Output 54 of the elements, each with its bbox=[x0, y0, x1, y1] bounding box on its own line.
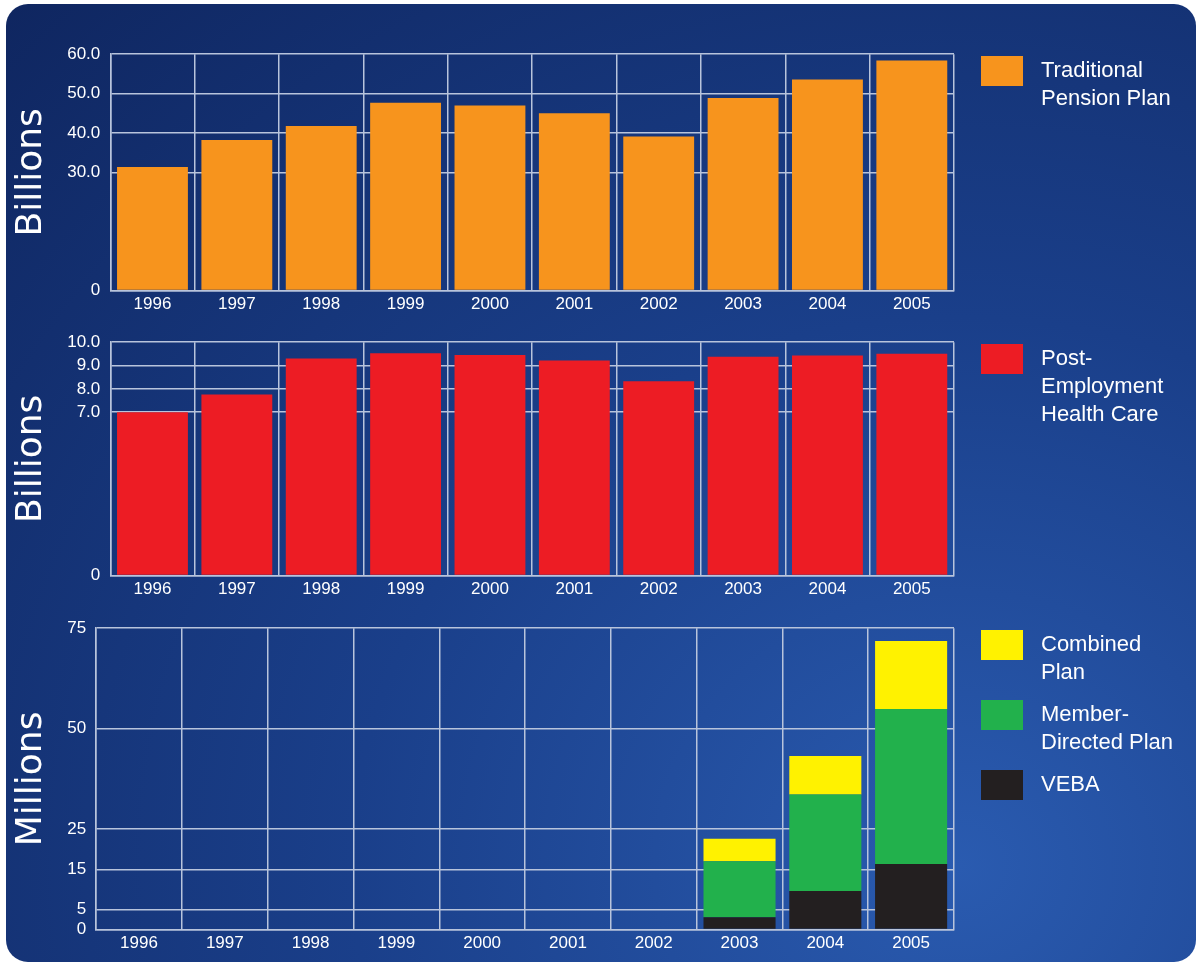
x-tick-label: 2005 bbox=[892, 933, 931, 953]
y-axis-title: Billions bbox=[7, 108, 49, 237]
x-tick-label: 2005 bbox=[892, 579, 931, 599]
y-tick-label: 30.0 bbox=[67, 162, 101, 182]
y-tick-label: 0 bbox=[76, 919, 87, 939]
x-tick-label: 2000 bbox=[463, 933, 502, 953]
y-tick-label: 50 bbox=[67, 718, 87, 738]
x-tick-label: 2003 bbox=[724, 579, 762, 599]
x-tick-label: 1999 bbox=[377, 933, 416, 953]
x-tick-label: 2003 bbox=[724, 294, 762, 314]
y-tick-label: 25 bbox=[67, 818, 87, 838]
x-tick-label: 2000 bbox=[471, 579, 509, 599]
x-tick-label: 2004 bbox=[808, 294, 847, 314]
y-tick-label: 10.0 bbox=[67, 331, 101, 351]
y-tick-label: 50.0 bbox=[67, 83, 101, 103]
x-tick-label: 2002 bbox=[634, 933, 673, 953]
x-tick-label: 1997 bbox=[205, 933, 244, 953]
x-tick-label: 2003 bbox=[720, 933, 759, 953]
x-tick-label: 2004 bbox=[806, 933, 845, 953]
y-tick-label: 0 bbox=[90, 565, 101, 585]
y-axis-title: Millions bbox=[7, 711, 49, 847]
x-tick-label: 1996 bbox=[120, 933, 158, 953]
x-tick-label: 2004 bbox=[808, 579, 847, 599]
x-tick-label: 2002 bbox=[639, 579, 678, 599]
x-tick-label: 1998 bbox=[302, 579, 341, 599]
y-tick-label: 0 bbox=[90, 280, 101, 300]
y-tick-label: 8.0 bbox=[76, 378, 101, 398]
legend-label: Traditional Pension Plan bbox=[1041, 56, 1172, 112]
x-tick-label: 2001 bbox=[555, 294, 594, 314]
x-tick-label: 1998 bbox=[291, 933, 330, 953]
legend-label: Post-Employment Health Care bbox=[1041, 344, 1165, 428]
x-tick-label: 2000 bbox=[471, 294, 509, 314]
x-tick-label: 1996 bbox=[133, 579, 172, 599]
x-tick-label: 1997 bbox=[217, 294, 256, 314]
legend-label: Member-Directed Plan bbox=[1041, 700, 1175, 756]
x-tick-label: 1999 bbox=[386, 294, 425, 314]
x-tick-label: 1997 bbox=[217, 579, 256, 599]
x-tick-label: 1999 bbox=[386, 579, 425, 599]
x-tick-label: 2001 bbox=[555, 579, 594, 599]
legend-label: VEBA bbox=[1041, 770, 1101, 798]
x-tick-label: 1998 bbox=[302, 294, 341, 314]
y-tick-label: 60.0 bbox=[67, 43, 101, 63]
y-tick-label: 7.0 bbox=[76, 401, 101, 421]
y-tick-label: 40.0 bbox=[67, 122, 101, 142]
y-tick-label: 75 bbox=[67, 617, 87, 637]
x-tick-label: 2005 bbox=[892, 294, 931, 314]
y-tick-label: 5 bbox=[76, 899, 87, 919]
y-tick-label: 9.0 bbox=[76, 355, 101, 375]
legend-label: Combined Plan bbox=[1041, 630, 1143, 686]
x-tick-label: 2001 bbox=[549, 933, 587, 953]
x-tick-label: 1996 bbox=[133, 294, 172, 314]
y-tick-label: 15 bbox=[67, 859, 87, 879]
y-axis-title: Billions bbox=[7, 394, 49, 524]
x-tick-label: 2002 bbox=[639, 294, 678, 314]
